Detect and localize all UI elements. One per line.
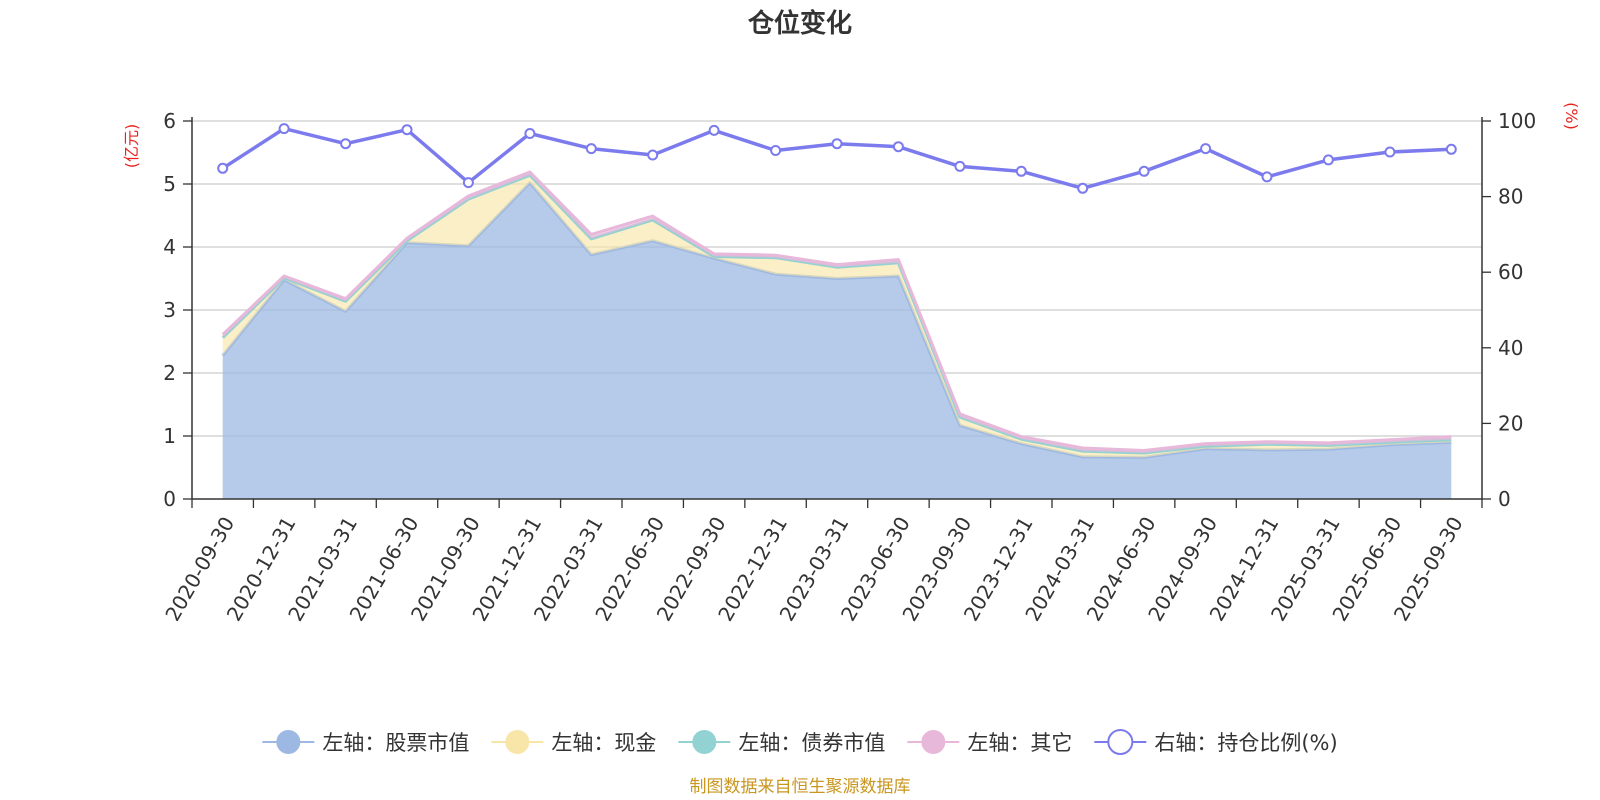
area-edge-series-3 (221, 170, 1452, 452)
ratio-point (1322, 154, 1334, 166)
ratio-point (770, 145, 782, 156)
right-tick-label: 100 (1498, 109, 1536, 133)
ratio-point (462, 177, 474, 189)
ratio-point (524, 128, 536, 139)
x-axis-ticks: 2020-09-302020-12-312021-03-312021-06-30… (160, 499, 1483, 625)
left-tick-label: 4 (163, 235, 176, 259)
ratio-point (401, 124, 413, 136)
legend-symbol-marker (692, 730, 717, 754)
right-tick-label: 40 (1498, 336, 1523, 360)
ratio-point (1384, 146, 1396, 158)
left-tick-label: 5 (163, 172, 176, 196)
right-tick-label: 0 (1498, 487, 1511, 511)
ratio-point (831, 138, 843, 150)
legend-symbol-marker (505, 730, 530, 754)
left-tick-label: 3 (163, 298, 176, 322)
stacked-areas (221, 170, 1452, 499)
legend-symbol-marker (276, 730, 301, 754)
left-tick-label: 1 (163, 424, 176, 448)
legend-label: 左轴：债券市值 (738, 731, 885, 755)
ratio-point (708, 124, 720, 136)
ratio-point (1200, 143, 1212, 155)
right-axis-unit: (%) (1562, 102, 1581, 130)
right-axis-ticks: 0 20 40 60 80 100 (1482, 109, 1536, 511)
right-tick-label: 20 (1498, 411, 1523, 435)
ratio-point (585, 143, 597, 155)
legend-label: 左轴：其它 (967, 731, 1072, 755)
ratio-point (1261, 171, 1273, 183)
ratio-point (1015, 165, 1027, 177)
left-tick-label: 6 (163, 109, 176, 133)
ratio-line (217, 123, 1457, 194)
ratio-point (892, 141, 904, 153)
area-series-0 (222, 182, 1452, 499)
right-tick-label: 60 (1498, 260, 1523, 284)
left-axis-ticks: 0 1 2 3 4 5 6 (163, 109, 192, 511)
left-tick-label: 2 (163, 361, 176, 385)
left-tick-label: 0 (163, 487, 176, 511)
ratio-point (278, 123, 290, 135)
data-source-note: 制图数据来自恒生聚源数据库 (690, 777, 911, 797)
chart-title: 仓位变化 (747, 8, 852, 39)
ratio-point (954, 160, 966, 172)
axes (191, 117, 1483, 500)
legend: 左轴：股票市值 左轴：现金 左轴：债券市值 左轴：其它 右轴：持仓比例(%) (262, 729, 1338, 755)
legend-symbol-marker (1107, 729, 1134, 755)
right-tick-label: 80 (1498, 185, 1523, 209)
legend-symbol-marker (921, 730, 946, 754)
ratio-point (1445, 143, 1457, 155)
legend-label: 右轴：持仓比例(%) (1154, 731, 1337, 755)
ratio-point (647, 149, 659, 161)
ratio-point (1138, 165, 1150, 177)
left-axis-unit: (亿元) (122, 124, 141, 169)
ratio-point (1077, 182, 1089, 194)
legend-label: 左轴：现金 (551, 731, 656, 755)
ratio-point (217, 162, 229, 174)
legend-label: 左轴：股票市值 (322, 731, 469, 755)
ratio-point (340, 138, 352, 150)
